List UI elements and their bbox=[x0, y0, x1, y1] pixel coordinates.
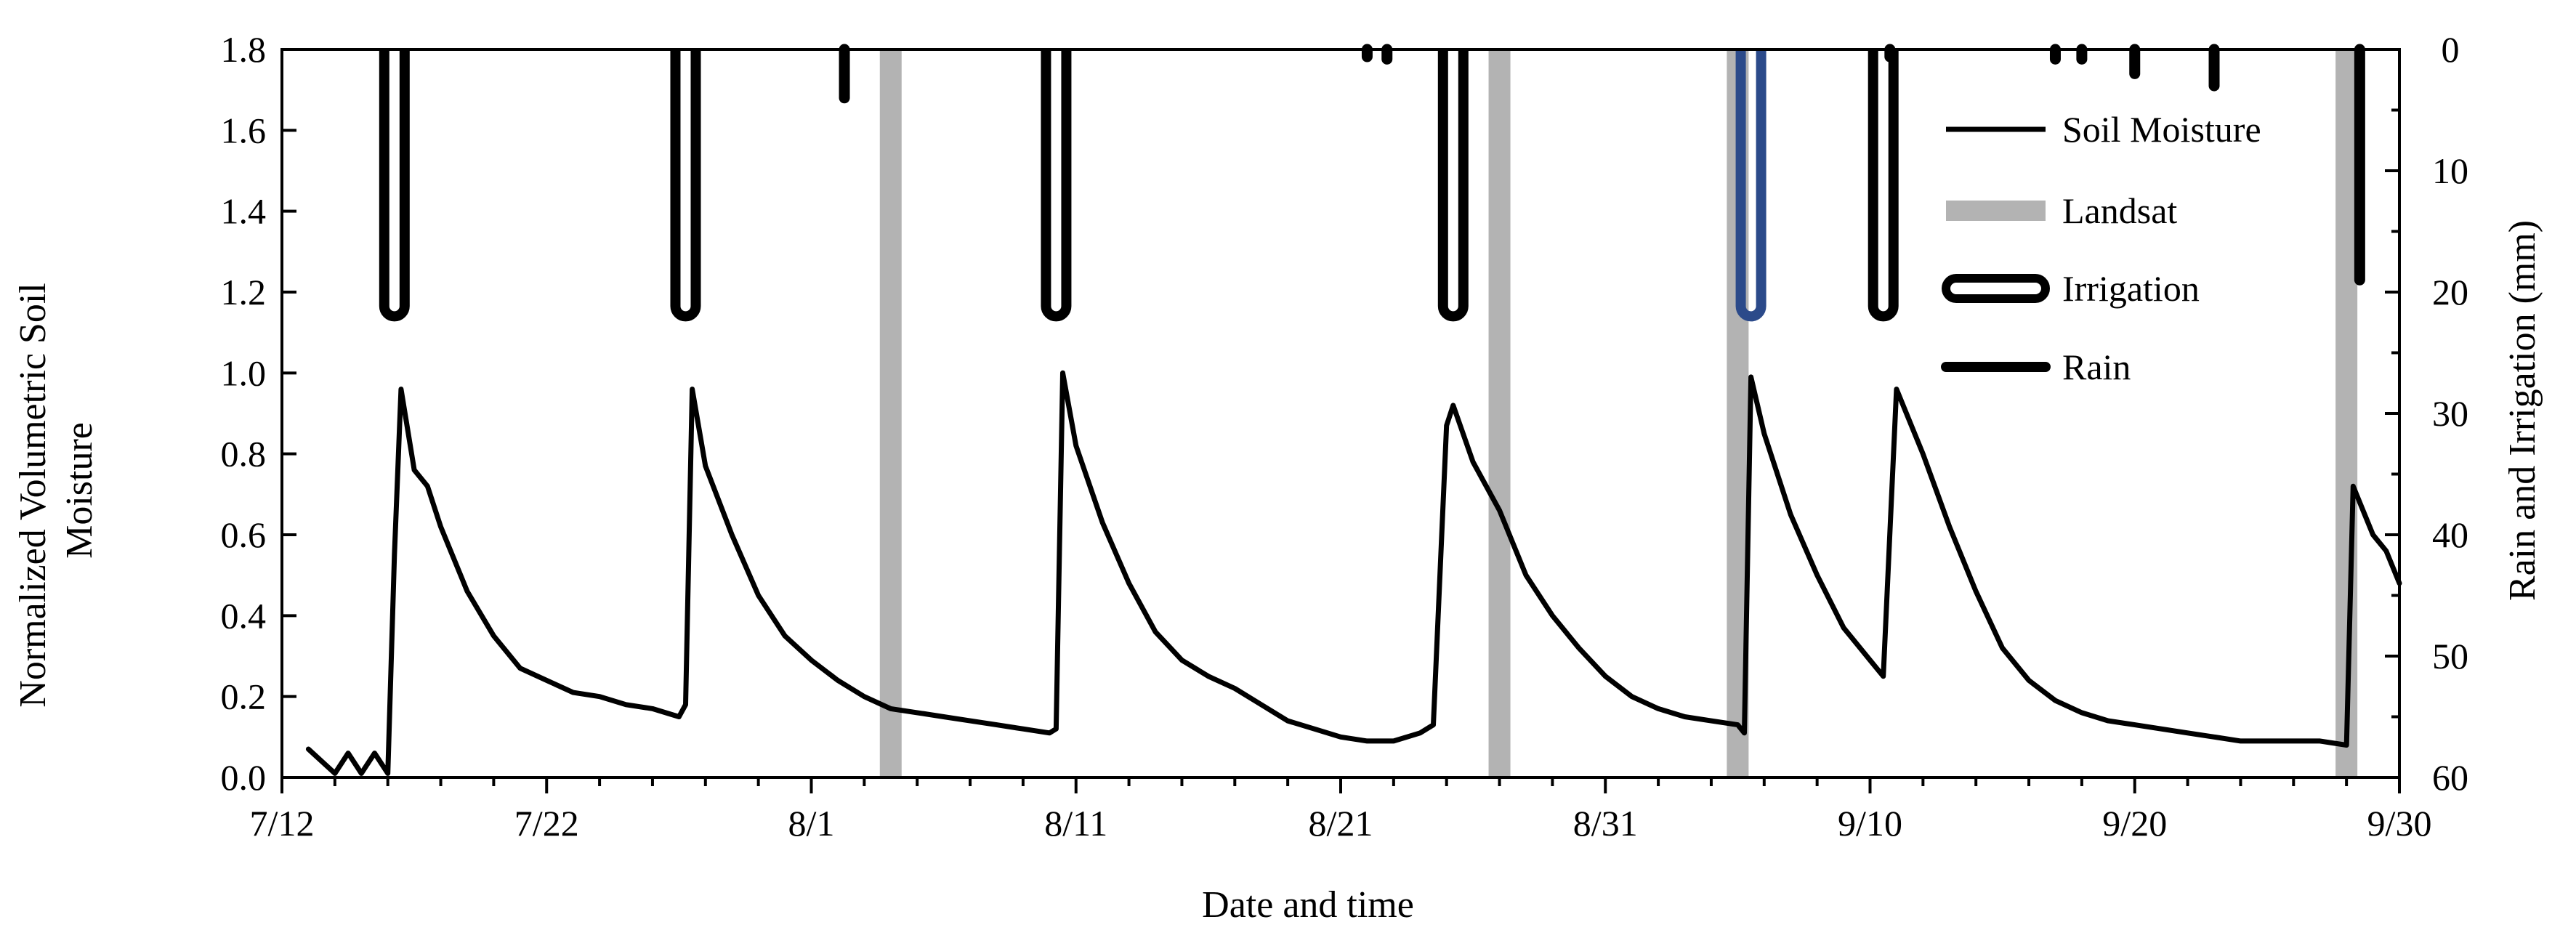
y2-tick-label: 50 bbox=[2432, 636, 2468, 676]
y-tick-label: 0.8 bbox=[221, 434, 267, 474]
y-axis-title-line1: Normalized Volumetric Soil bbox=[12, 283, 54, 707]
y2-tick-label: 20 bbox=[2432, 272, 2468, 312]
x-axis-title: Date and time bbox=[1202, 884, 1414, 926]
landsat-bands bbox=[879, 49, 2358, 777]
x-axis: 7/12 7/22 8/1 8/11 8/21 8/31 9/10 9/20 9/30 bbox=[250, 777, 2432, 844]
y-tick-label: 0.0 bbox=[221, 757, 267, 798]
y2-tick-label: 0 bbox=[2442, 29, 2460, 70]
y2-tick-label: 40 bbox=[2432, 514, 2468, 555]
x-tick-label: 9/10 bbox=[1838, 803, 1902, 844]
y2-tick-label: 30 bbox=[2432, 393, 2468, 434]
y-axis-left: 0.0 0.2 0.4 0.6 0.8 1.0 1.2 1.4 1.6 1.8 bbox=[221, 29, 296, 798]
irrigation-bar bbox=[1868, 49, 1899, 322]
irrigation-bar bbox=[1437, 49, 1469, 322]
plot-frame bbox=[280, 48, 2401, 779]
y-axis-title-line2: Moisture bbox=[59, 422, 100, 559]
soil-moisture-series bbox=[305, 370, 2402, 776]
irrigation-bar bbox=[670, 49, 701, 322]
legend-label: Rain bbox=[2062, 347, 2131, 387]
y-tick-label: 1.0 bbox=[221, 352, 267, 393]
y-tick-label: 0.2 bbox=[221, 676, 267, 717]
y-axis-right: 0 10 20 30 40 50 60 bbox=[2385, 29, 2468, 798]
x-tick-label: 8/1 bbox=[788, 803, 835, 844]
legend-label: Soil Moisture bbox=[2062, 109, 2261, 150]
x-tick-label: 7/22 bbox=[514, 803, 579, 844]
y-tick-label: 0.4 bbox=[221, 595, 267, 636]
legend-label: Irrigation bbox=[2062, 268, 2200, 309]
x-tick-label: 9/30 bbox=[2367, 803, 2432, 844]
legend-label: Landsat bbox=[2062, 190, 2177, 231]
y-tick-label: 1.8 bbox=[221, 29, 267, 70]
irrigation-bars bbox=[379, 49, 1899, 322]
y-axis-title: Normalized Volumetric Soil Moisture bbox=[12, 273, 100, 707]
x-tick-label: 8/31 bbox=[1573, 803, 1638, 844]
landsat-band bbox=[879, 49, 902, 777]
soil-moisture-line bbox=[305, 370, 2402, 776]
y-tick-label: 1.2 bbox=[221, 272, 267, 312]
irrigation-bar bbox=[1735, 49, 1767, 322]
rain-bars bbox=[839, 44, 2365, 286]
legend-irrigation-swatch bbox=[1942, 274, 2050, 303]
x-tick-label: 9/20 bbox=[2102, 803, 2167, 844]
x-tick-label: 7/12 bbox=[250, 803, 315, 844]
landsat-band bbox=[1488, 49, 1511, 777]
y-tick-label: 1.6 bbox=[221, 110, 267, 150]
legend: Soil Moisture Landsat Irrigation Rain bbox=[1941, 109, 2261, 387]
y2-axis-title: Rain and Irrigation (mm) bbox=[2502, 220, 2543, 601]
y-tick-label: 0.6 bbox=[221, 514, 267, 555]
y2-tick-label: 60 bbox=[2432, 757, 2468, 798]
x-tick-label: 8/11 bbox=[1044, 803, 1107, 844]
x-tick-label: 8/21 bbox=[1309, 803, 1373, 844]
irrigation-bar bbox=[379, 49, 410, 322]
y2-tick-label: 10 bbox=[2432, 150, 2468, 191]
irrigation-bar bbox=[1041, 49, 1072, 322]
svg-text:Normalized Volumetric Soil: Normalized Volumetric Soil Moisture bbox=[12, 273, 100, 707]
y-tick-label: 1.4 bbox=[221, 191, 267, 232]
